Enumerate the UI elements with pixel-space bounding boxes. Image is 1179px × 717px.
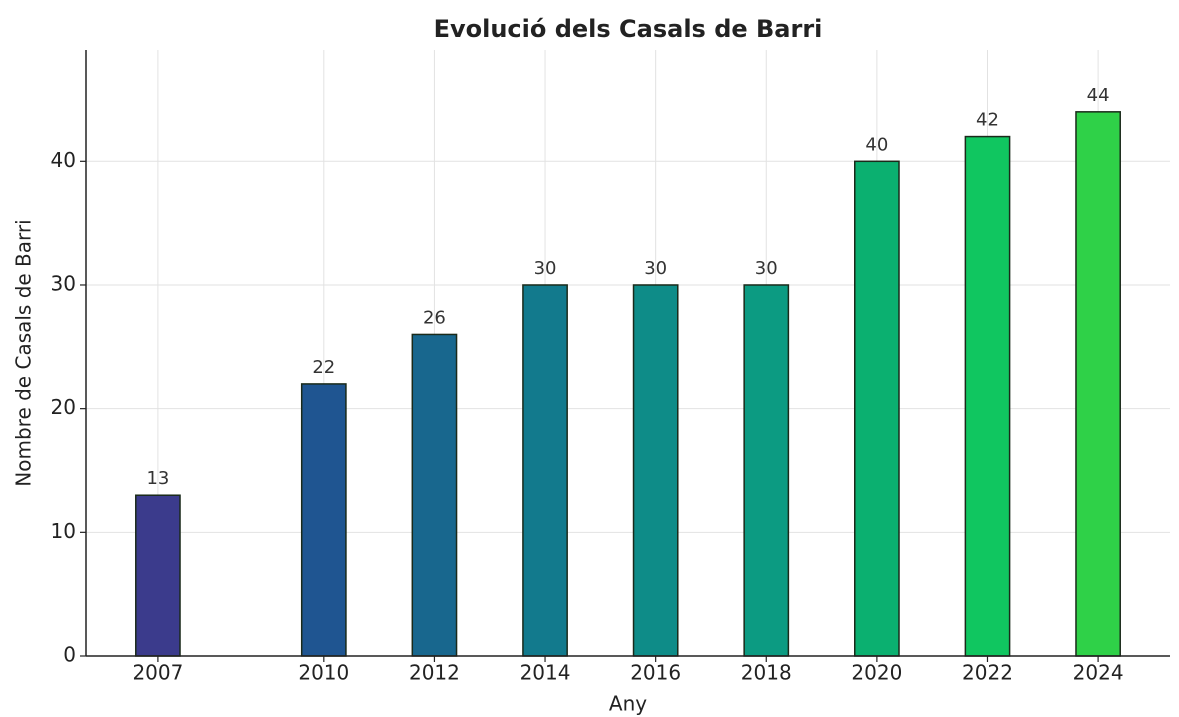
- value-label: 30: [755, 258, 778, 279]
- x-tick-label: 2014: [520, 661, 571, 685]
- bar: [632, 284, 679, 657]
- bar: [300, 383, 347, 657]
- x-tick-label: 2010: [298, 661, 349, 685]
- x-tick-label: 2024: [1073, 661, 1124, 685]
- value-label: 30: [644, 258, 667, 279]
- y-tick-label: 0: [63, 643, 76, 667]
- x-tick-label: 2012: [409, 661, 460, 685]
- value-label: 26: [423, 307, 446, 328]
- x-tick-label: 2016: [630, 661, 681, 685]
- bar: [854, 160, 900, 657]
- bar: [964, 135, 1011, 657]
- y-tick-label: 10: [51, 519, 76, 543]
- chart-title: Evolució dels Casals de Barri: [434, 15, 823, 43]
- value-label: 40: [865, 134, 888, 155]
- value-label: 42: [976, 110, 999, 131]
- value-label: 30: [534, 258, 557, 279]
- x-tick-label: 2022: [962, 661, 1013, 685]
- bar: [135, 494, 181, 657]
- bar: [522, 284, 568, 657]
- y-axis-label: Nombre de Casals de Barri: [12, 219, 36, 486]
- x-tick-label: 2007: [132, 661, 183, 685]
- y-tick-label: 40: [51, 148, 76, 172]
- bar: [743, 284, 790, 657]
- y-tick-label: 20: [51, 395, 76, 419]
- y-tick-label: 30: [51, 271, 76, 295]
- bar: [411, 333, 458, 657]
- value-label: 44: [1087, 85, 1110, 106]
- x-tick-label: 2018: [741, 661, 792, 685]
- x-axis-label: Any: [609, 692, 647, 716]
- x-tick-label: 2020: [851, 661, 902, 685]
- value-label: 22: [312, 357, 335, 378]
- value-label: 13: [146, 468, 169, 489]
- bar: [1075, 111, 1121, 657]
